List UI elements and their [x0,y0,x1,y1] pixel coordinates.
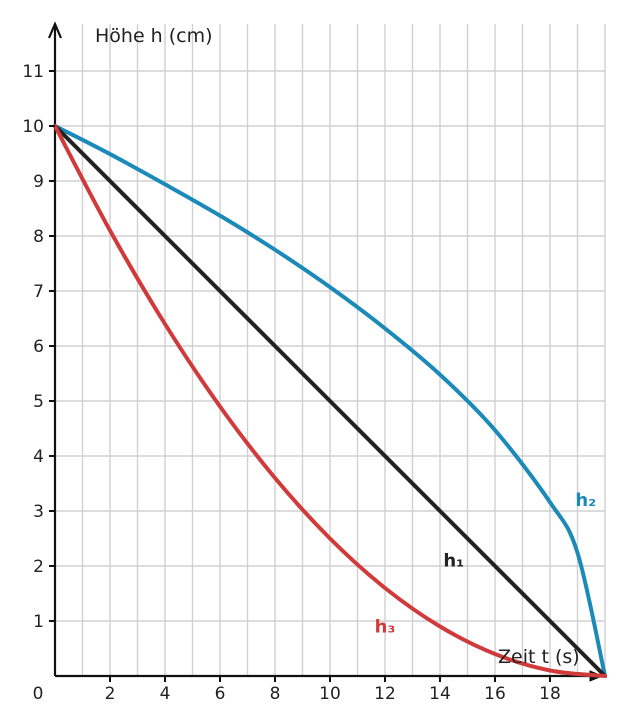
y-tick-label: 4 [33,447,44,467]
grid [55,24,606,676]
axes [47,21,604,682]
x-axis-label: Zeit t (s) [498,646,580,668]
y-tick-label: 9 [33,172,44,192]
chart-labels: Höhe h (cm) Zeit t (s) 0 [33,25,580,704]
x-tick-label: 8 [270,684,281,704]
y-tick-label: 10 [22,117,44,137]
x-tick-label: 4 [160,684,171,704]
y-tick-label: 1 [33,612,44,632]
y-axis-label: Höhe h (cm) [95,25,213,47]
y-tick-label: 8 [33,227,44,247]
x-tick-label: 18 [539,684,561,704]
series-label-h3: h₃ [375,617,396,638]
series-label-h1: h₁ [443,551,464,572]
y-tick-label: 2 [33,557,44,577]
x-tick-label: 10 [319,684,341,704]
y-tick-label: 5 [33,392,44,412]
x-tick-label: 2 [105,684,116,704]
y-tick-label: 3 [33,502,44,522]
y-tick-label: 6 [33,337,44,357]
y-tick-label: 11 [22,62,44,82]
x-tick-label: 16 [484,684,506,704]
series-line-h1 [53,124,607,678]
series-line-h3 [53,124,607,678]
x-tick-label: 6 [215,684,226,704]
x-tick-label: 12 [374,684,396,704]
series-line-h2 [53,124,607,678]
series-label-h2: h₂ [575,490,596,511]
series-lines: h₂ h₁ h₃ [53,124,607,678]
y-tick-label: 7 [33,282,44,302]
origin-label: 0 [33,684,44,704]
y-axis-arrow [47,21,63,39]
x-tick-label: 14 [429,684,451,704]
